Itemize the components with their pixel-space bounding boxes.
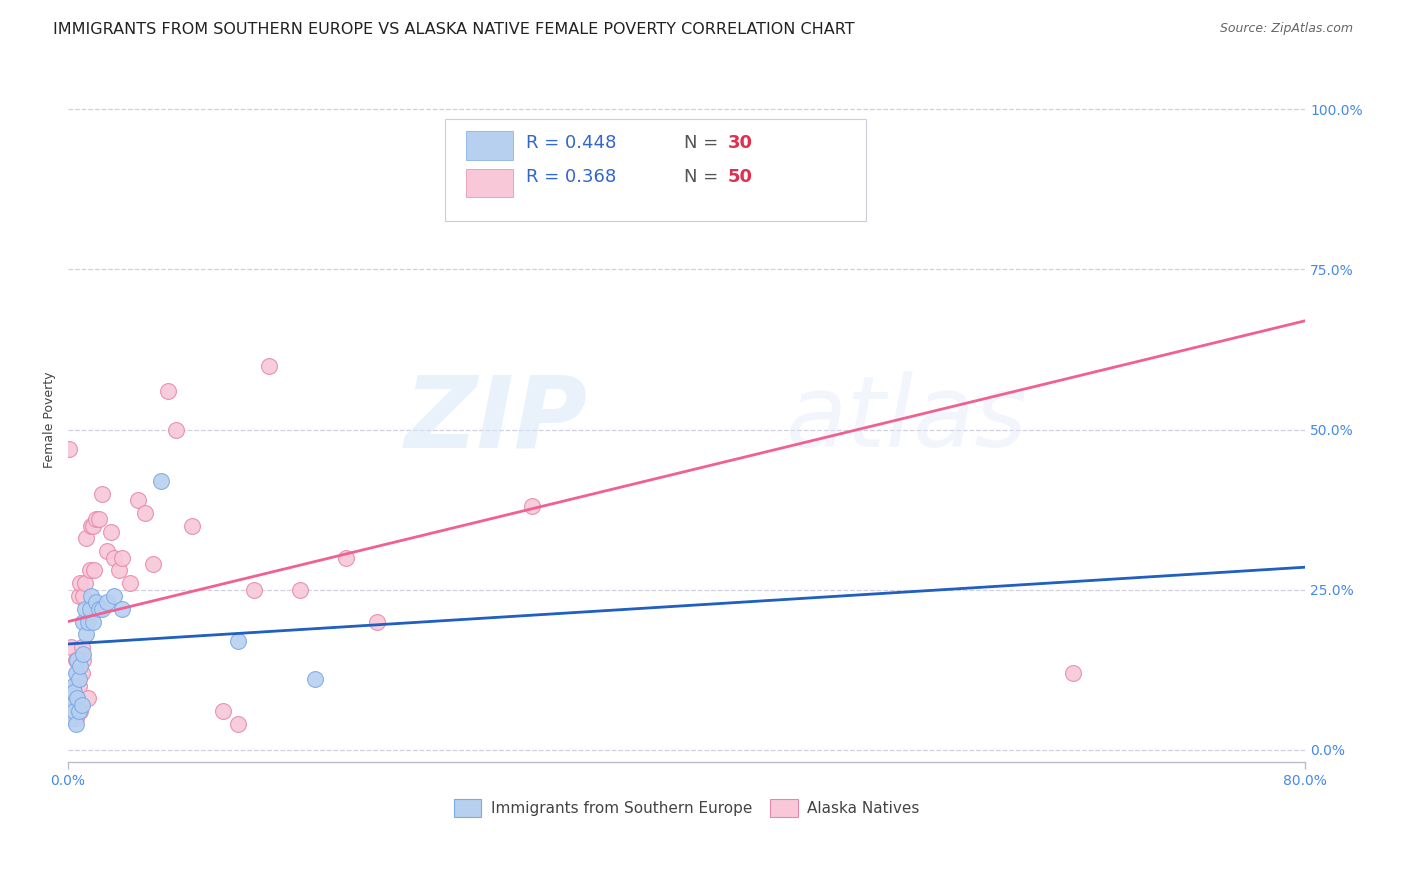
Point	[73, 576, 96, 591]
Point	[65, 711, 87, 725]
Point	[103, 550, 125, 565]
Text: 50: 50	[727, 168, 752, 186]
Text: Source: ZipAtlas.com: Source: ZipAtlas.com	[1219, 22, 1353, 36]
Point	[65, 717, 87, 731]
Point	[118, 576, 141, 591]
Point	[58, 442, 80, 456]
Point	[70, 698, 93, 712]
Point	[82, 615, 104, 629]
Point	[134, 506, 156, 520]
FancyBboxPatch shape	[446, 119, 866, 221]
Point	[72, 647, 94, 661]
Text: IMMIGRANTS FROM SOUTHERN EUROPE VS ALASKA NATIVE FEMALE POVERTY CORRELATION CHAR: IMMIGRANTS FROM SOUTHERN EUROPE VS ALASK…	[53, 22, 855, 37]
Point	[60, 640, 83, 655]
Point	[80, 518, 103, 533]
Text: R = 0.368: R = 0.368	[526, 168, 616, 186]
Point	[60, 704, 83, 718]
Point	[87, 602, 110, 616]
Point	[91, 486, 114, 500]
FancyBboxPatch shape	[467, 131, 513, 160]
Y-axis label: Female Poverty: Female Poverty	[44, 372, 56, 468]
Text: R = 0.448: R = 0.448	[526, 134, 616, 152]
Point	[84, 512, 107, 526]
Point	[157, 384, 180, 398]
FancyBboxPatch shape	[467, 169, 513, 197]
Point	[72, 615, 94, 629]
Point	[288, 582, 311, 597]
Point	[70, 640, 93, 655]
Text: atlas: atlas	[786, 371, 1028, 468]
Point	[111, 602, 134, 616]
Point	[77, 615, 100, 629]
Point	[87, 512, 110, 526]
Point	[77, 691, 100, 706]
Point	[62, 679, 84, 693]
Point	[211, 704, 233, 718]
Point	[142, 557, 165, 571]
Point	[67, 672, 90, 686]
Text: 30: 30	[727, 134, 752, 152]
Point	[226, 633, 249, 648]
Point	[63, 685, 86, 699]
Point	[242, 582, 264, 597]
Point	[82, 518, 104, 533]
Point	[165, 423, 187, 437]
Point	[226, 717, 249, 731]
Point	[65, 653, 87, 667]
Point	[62, 698, 84, 712]
Point	[180, 518, 202, 533]
Point	[83, 563, 105, 577]
Point	[66, 653, 89, 667]
Text: N =: N =	[685, 168, 724, 186]
Text: ZIP: ZIP	[405, 371, 588, 468]
Point	[60, 711, 83, 725]
Point	[103, 589, 125, 603]
Point	[72, 653, 94, 667]
Point	[66, 691, 89, 706]
Text: N =: N =	[685, 134, 724, 152]
Point	[66, 691, 89, 706]
Point	[73, 602, 96, 616]
Point	[79, 602, 101, 616]
Point	[69, 704, 91, 718]
Point	[67, 589, 90, 603]
Point	[257, 359, 280, 373]
Point	[96, 595, 118, 609]
Point	[304, 672, 326, 686]
Legend: Immigrants from Southern Europe, Alaska Natives: Immigrants from Southern Europe, Alaska …	[449, 792, 925, 823]
Point	[70, 665, 93, 680]
Point	[62, 698, 84, 712]
Point	[62, 691, 84, 706]
Point	[1062, 665, 1084, 680]
Point	[79, 563, 101, 577]
Point	[84, 595, 107, 609]
Point	[111, 550, 134, 565]
Point	[335, 550, 357, 565]
Point	[108, 563, 131, 577]
Point	[72, 589, 94, 603]
Point	[96, 544, 118, 558]
Point	[69, 659, 91, 673]
Point	[63, 704, 86, 718]
Point	[76, 627, 98, 641]
Point	[76, 532, 98, 546]
Point	[80, 589, 103, 603]
Point	[63, 679, 86, 693]
Point	[127, 492, 149, 507]
Point	[100, 524, 122, 539]
Point	[66, 665, 89, 680]
Point	[63, 704, 86, 718]
Point	[69, 576, 91, 591]
Point	[149, 474, 172, 488]
Point	[91, 602, 114, 616]
Point	[65, 665, 87, 680]
Point	[67, 679, 90, 693]
Point	[520, 500, 543, 514]
Point	[366, 615, 388, 629]
Point	[67, 704, 90, 718]
